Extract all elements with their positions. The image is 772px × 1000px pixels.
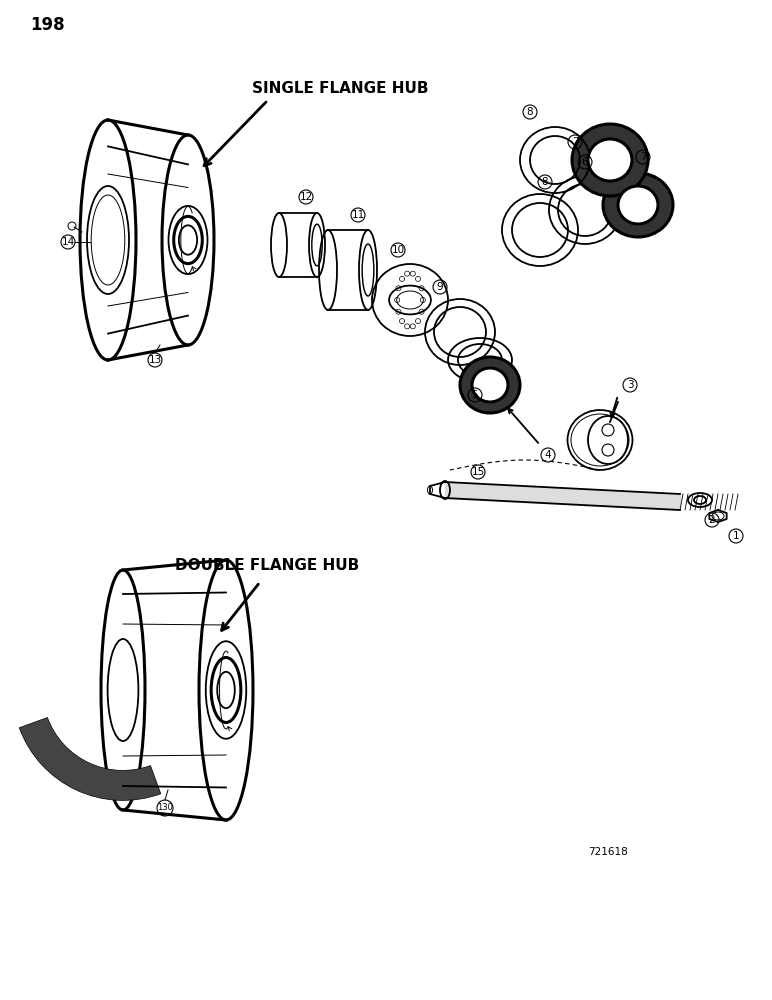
- Text: 130: 130: [157, 804, 173, 812]
- Text: 7: 7: [640, 152, 646, 162]
- Text: 12: 12: [300, 192, 313, 202]
- Text: 11: 11: [351, 210, 364, 220]
- Text: 14: 14: [62, 237, 75, 247]
- Text: SINGLE FLANGE HUB: SINGLE FLANGE HUB: [252, 81, 428, 96]
- Text: 7: 7: [572, 137, 578, 147]
- Text: 721618: 721618: [588, 847, 628, 857]
- Text: 2: 2: [709, 515, 716, 525]
- Text: 10: 10: [391, 245, 405, 255]
- Wedge shape: [19, 717, 161, 800]
- Ellipse shape: [618, 186, 658, 224]
- Text: 6: 6: [581, 157, 588, 167]
- Text: 3: 3: [627, 380, 633, 390]
- Text: 198: 198: [30, 16, 65, 34]
- Ellipse shape: [603, 173, 673, 237]
- Ellipse shape: [572, 124, 648, 196]
- Ellipse shape: [588, 139, 632, 181]
- Text: 15: 15: [472, 467, 485, 477]
- Text: 9: 9: [437, 282, 443, 292]
- Text: 8: 8: [527, 107, 533, 117]
- Ellipse shape: [472, 368, 508, 402]
- Text: DOUBLE FLANGE HUB: DOUBLE FLANGE HUB: [175, 558, 359, 573]
- Text: 13: 13: [148, 355, 161, 365]
- Text: 8: 8: [542, 177, 548, 187]
- Text: 4: 4: [545, 450, 551, 460]
- Text: 5: 5: [472, 390, 479, 400]
- Text: 1: 1: [733, 531, 740, 541]
- Ellipse shape: [460, 357, 520, 413]
